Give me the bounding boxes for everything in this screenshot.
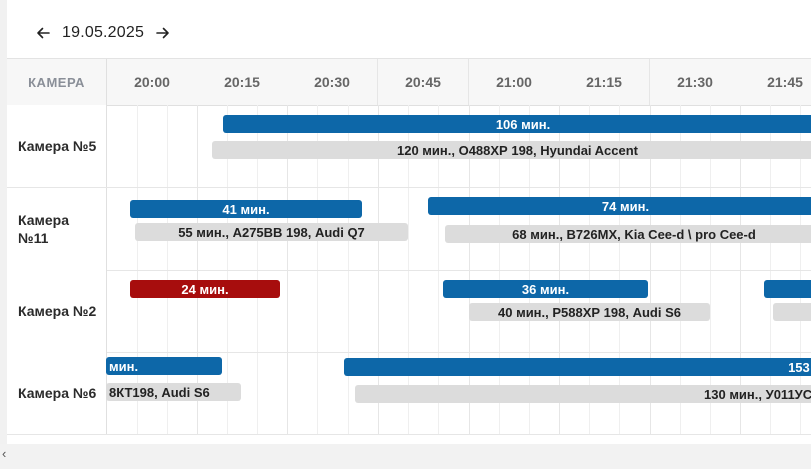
- current-date[interactable]: 19.05.2025: [62, 24, 145, 41]
- booking-bar[interactable]: [764, 280, 811, 298]
- camera-name: Камера №6: [18, 385, 97, 401]
- booking-bar[interactable]: 36 мин.: [443, 280, 648, 298]
- camera-column-header: КАМЕРА: [7, 59, 107, 105]
- camera-label: Камера №6: [7, 352, 107, 434]
- time-header-2100: 21:00: [469, 59, 560, 105]
- prev-day-button[interactable]: [32, 20, 54, 46]
- booking-bar[interactable]: 153 м: [344, 358, 811, 376]
- arrow-left-icon: [37, 27, 50, 39]
- time-header-2145: 21:45: [740, 59, 811, 105]
- time-header-2130: 21:30: [650, 59, 741, 105]
- camera-name: Камера №5: [18, 138, 97, 154]
- booking-info-bar[interactable]: 40 мин., Р588ХР 198, Audi S6: [469, 303, 710, 321]
- schedule-grid: КАМЕРА 20:00 20:15 20:30 20:45 21:00 21:…: [7, 58, 811, 435]
- camera-name: Камера №11: [18, 212, 69, 246]
- arrow-right-icon: [156, 27, 169, 39]
- date-navigator: 19.05.2025: [32, 18, 174, 48]
- booking-bar[interactable]: 41 мин.: [130, 200, 362, 218]
- time-header-2015: 20:15: [197, 59, 288, 105]
- camera-row-2: Камера №2: [7, 270, 811, 353]
- time-header-2030: 20:30: [287, 59, 378, 105]
- camera-label: Камера №2: [7, 270, 107, 352]
- camera-row-11: Камера №11: [7, 188, 811, 271]
- grid-header: КАМЕРА 20:00 20:15 20:30 20:45 21:00 21:…: [7, 59, 811, 106]
- camera-name: Камера №2: [18, 303, 97, 319]
- time-header-2045: 20:45: [378, 59, 469, 105]
- time-header-2000: 20:00: [107, 59, 198, 105]
- camera-row-5: Камера №5: [7, 105, 811, 188]
- left-edge-strip: [0, 0, 7, 469]
- booking-bar[interactable]: 74 мин.: [428, 197, 811, 215]
- booking-info-bar[interactable]: 55 мин., А275ВВ 198, Audi Q7: [135, 223, 408, 241]
- booking-info-bar[interactable]: [773, 303, 811, 321]
- booking-bar[interactable]: мин.: [106, 357, 222, 375]
- booking-info-bar[interactable]: 68 мин., В726МХ, Kia Cee-d \ pro Cee-d: [445, 225, 811, 243]
- camera-label: Камера №5: [7, 105, 107, 187]
- horizontal-scrollbar[interactable]: ‹: [0, 444, 811, 469]
- booking-info-bar[interactable]: 130 мин., У011УС 1: [355, 385, 811, 403]
- camera-label: Камера №11: [7, 188, 107, 270]
- booking-bar[interactable]: 106 мин.: [223, 115, 811, 133]
- time-header-2115: 21:15: [559, 59, 650, 105]
- chevron-left-icon[interactable]: ‹: [2, 446, 7, 461]
- booking-bar-alert[interactable]: 24 мин.: [130, 280, 280, 298]
- next-day-button[interactable]: [152, 20, 174, 46]
- booking-info-bar[interactable]: 8КТ198, Audi S6: [106, 383, 241, 401]
- booking-info-bar[interactable]: 120 мин., О488ХР 198, Hyundai Accent: [212, 141, 811, 159]
